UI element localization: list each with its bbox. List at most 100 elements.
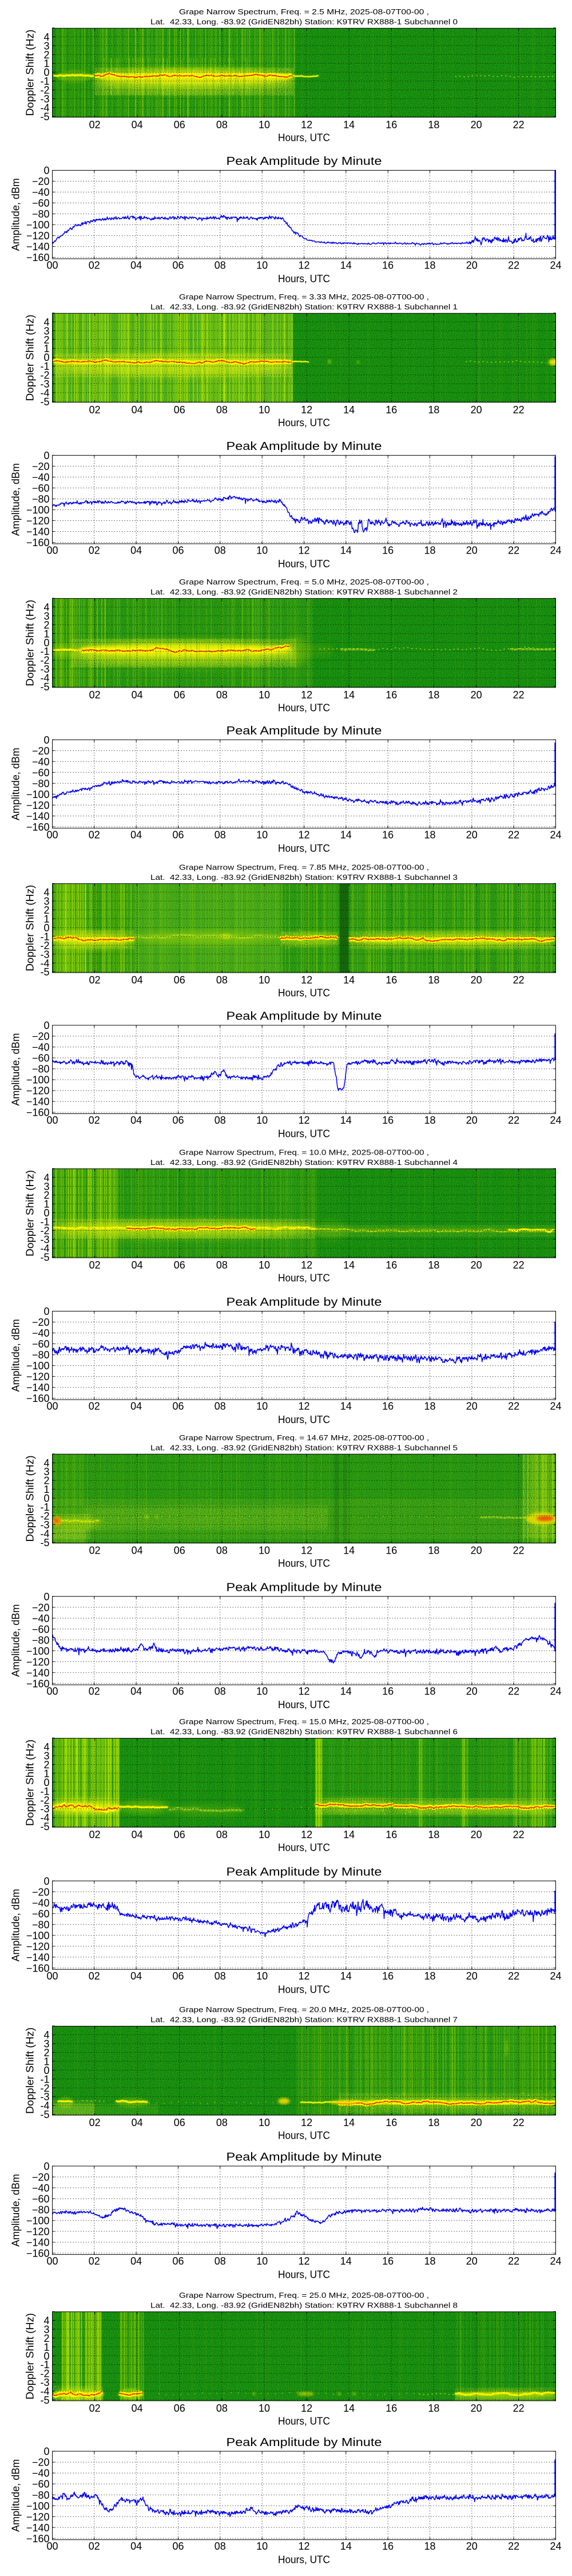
svg-text:0: 0 — [43, 352, 49, 364]
svg-text:14: 14 — [343, 1545, 355, 1556]
svg-text:Hours, UTC: Hours, UTC — [278, 558, 330, 570]
svg-text:08: 08 — [214, 260, 226, 271]
svg-text:14: 14 — [340, 2541, 352, 2552]
svg-text:Hours, UTC: Hours, UTC — [278, 987, 330, 999]
svg-text:3: 3 — [43, 1751, 49, 1762]
svg-text:10: 10 — [259, 1829, 270, 1840]
svg-text:08: 08 — [216, 1545, 228, 1556]
svg-text:02: 02 — [89, 404, 101, 416]
svg-text:14: 14 — [343, 2117, 355, 2128]
svg-text:−40: −40 — [32, 1897, 50, 1909]
svg-text:-5: -5 — [40, 1251, 49, 1263]
svg-text:0: 0 — [43, 734, 49, 746]
svg-text:04: 04 — [132, 1259, 143, 1271]
svg-text:2: 2 — [43, 49, 49, 61]
svg-text:08: 08 — [216, 1259, 228, 1271]
svg-text:0: 0 — [43, 1591, 49, 1602]
svg-text:0: 0 — [43, 1207, 49, 1219]
svg-text:0: 0 — [43, 922, 49, 934]
svg-text:1: 1 — [43, 1199, 49, 1210]
svg-text:18: 18 — [428, 404, 439, 416]
svg-text:Lat. 42.33, Long. -83.92 (Gri: Lat. 42.33, Long. -83.92 (GridEN82bh) St… — [150, 2016, 458, 2024]
svg-text:−160: −160 — [26, 2248, 50, 2259]
svg-text:3: 3 — [43, 1466, 49, 1477]
svg-text:-1: -1 — [40, 931, 49, 942]
svg-text:0: 0 — [43, 1306, 49, 1317]
svg-text:12: 12 — [298, 1115, 309, 1126]
svg-text:20: 20 — [466, 1401, 478, 1412]
svg-text:04: 04 — [130, 829, 142, 840]
svg-text:-4: -4 — [40, 102, 49, 114]
svg-text:1: 1 — [43, 343, 49, 354]
svg-text:16: 16 — [382, 1401, 394, 1412]
svg-text:Lat. 42.33, Long. -83.92 (Gri: Lat. 42.33, Long. -83.92 (GridEN82bh) St… — [150, 303, 458, 311]
svg-text:0: 0 — [43, 1493, 49, 1504]
svg-text:−40: −40 — [32, 1613, 50, 1624]
svg-text:12: 12 — [301, 689, 312, 701]
svg-text:08: 08 — [216, 974, 228, 986]
svg-text:-3: -3 — [40, 1234, 49, 1245]
svg-text:−140: −140 — [26, 1382, 50, 1393]
svg-text:Doppler Shift (Hz): Doppler Shift (Hz) — [25, 30, 36, 116]
svg-text:−160: −160 — [26, 2533, 50, 2545]
svg-text:1: 1 — [43, 2341, 49, 2353]
svg-text:-5: -5 — [40, 681, 49, 693]
svg-text:Grape Narrow Spectrum, Freq. =: Grape Narrow Spectrum, Freq. = 7.85 MHz,… — [179, 863, 429, 871]
svg-text:4: 4 — [43, 2029, 49, 2041]
svg-text:14: 14 — [343, 974, 355, 986]
svg-text:Hours, UTC: Hours, UTC — [278, 1699, 330, 1710]
svg-text:Doppler Shift (Hz): Doppler Shift (Hz) — [25, 1455, 36, 1542]
svg-text:02: 02 — [89, 974, 101, 986]
svg-text:4: 4 — [43, 2315, 49, 2326]
svg-text:04: 04 — [132, 974, 143, 986]
svg-text:12: 12 — [301, 1545, 312, 1556]
svg-text:Hours, UTC: Hours, UTC — [278, 2554, 330, 2566]
svg-text:02: 02 — [89, 1115, 100, 1126]
svg-text:Hours, UTC: Hours, UTC — [278, 2415, 330, 2427]
svg-text:0: 0 — [43, 1777, 49, 1788]
svg-text:12: 12 — [301, 2403, 312, 2414]
svg-text:Grape Narrow Spectrum, Freq. =: Grape Narrow Spectrum, Freq. = 5.0 MHz, … — [179, 578, 429, 586]
svg-text:−100: −100 — [26, 2500, 50, 2512]
svg-text:Lat. 42.33, Long. -83.92 (Gri: Lat. 42.33, Long. -83.92 (GridEN82bh) St… — [150, 1443, 458, 1452]
svg-text:22: 22 — [513, 1829, 525, 1840]
svg-text:02: 02 — [89, 689, 101, 701]
svg-text:20: 20 — [466, 2541, 478, 2552]
svg-text:−20: −20 — [32, 176, 50, 187]
svg-text:22: 22 — [513, 1545, 525, 1556]
svg-text:Lat. 42.33, Long. -83.92 (Gri: Lat. 42.33, Long. -83.92 (GridEN82bh) St… — [150, 2301, 458, 2310]
svg-text:Amplitude, dBm: Amplitude, dBm — [10, 1033, 22, 1106]
svg-text:02: 02 — [89, 119, 101, 131]
svg-text:2: 2 — [43, 619, 49, 631]
svg-text:Doppler Shift (Hz): Doppler Shift (Hz) — [25, 2028, 36, 2114]
svg-text:−100: −100 — [26, 1360, 50, 1372]
svg-text:−40: −40 — [32, 472, 50, 483]
svg-text:18: 18 — [424, 1686, 435, 1697]
svg-text:22: 22 — [513, 119, 525, 131]
svg-text:16: 16 — [386, 1259, 397, 1271]
svg-text:-4: -4 — [40, 2386, 49, 2397]
svg-text:−80: −80 — [32, 493, 50, 505]
svg-text:−160: −160 — [26, 1107, 50, 1119]
svg-text:10: 10 — [259, 1259, 270, 1271]
svg-text:−100: −100 — [26, 504, 50, 516]
svg-text:14: 14 — [343, 2403, 355, 2414]
svg-text:22: 22 — [508, 260, 519, 271]
svg-text:-5: -5 — [40, 396, 49, 408]
svg-text:04: 04 — [132, 1545, 143, 1556]
svg-text:Peak Amplitude by Minute: Peak Amplitude by Minute — [227, 725, 382, 737]
svg-text:14: 14 — [340, 1686, 352, 1697]
svg-text:02: 02 — [89, 1970, 100, 1982]
svg-text:08: 08 — [214, 829, 226, 840]
svg-text:Amplitude, dBm: Amplitude, dBm — [10, 748, 22, 820]
svg-text:-2: -2 — [40, 940, 49, 951]
svg-text:-1: -1 — [40, 1785, 49, 1797]
svg-text:02: 02 — [89, 2117, 101, 2128]
svg-text:Hours, UTC: Hours, UTC — [278, 273, 330, 285]
svg-text:12: 12 — [298, 1686, 309, 1697]
svg-text:06: 06 — [172, 1115, 184, 1126]
svg-text:10: 10 — [256, 2255, 268, 2267]
svg-text:-4: -4 — [40, 1528, 49, 1539]
svg-text:18: 18 — [428, 689, 439, 701]
svg-text:Hours, UTC: Hours, UTC — [278, 2269, 330, 2280]
